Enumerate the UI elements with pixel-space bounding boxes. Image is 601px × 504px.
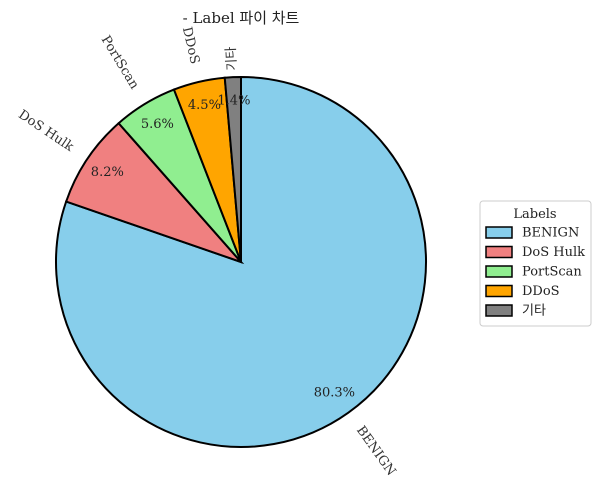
chart-title: - Label 파이 차트 [183, 9, 300, 27]
legend-label-benign: BENIGN [522, 226, 579, 241]
legend-label-portscan: PortScan [522, 265, 582, 280]
legend-swatch-portscan [485, 265, 513, 278]
legend-swatch-other [485, 304, 513, 317]
legend-swatch-ddos [485, 284, 513, 298]
category-label-other: 기타 [224, 46, 240, 71]
legend-swatch-dos-hulk [485, 245, 513, 259]
category-label-portscan: PortScan [98, 33, 142, 92]
legend-label-ddos: DDoS [522, 284, 560, 299]
legend-label-other: 기타 [522, 304, 546, 319]
category-label-ddos: DDoS [179, 26, 202, 66]
pie-slice-dos-hulk [64, 121, 245, 265]
category-label-dos-hulk: DoS Hulk [15, 107, 76, 155]
legend-title: Labels [513, 207, 556, 222]
legend-label-dos-hulk: DoS Hulk [522, 245, 585, 260]
percent-label-other: 1.4% [217, 94, 250, 109]
category-label-benign: BENIGN [353, 423, 398, 478]
percent-label-portscan: 5.6% [141, 117, 174, 132]
percent-label-dos-hulk: 8.2% [91, 165, 124, 180]
percent-label-ddos: 4.5% [188, 98, 221, 113]
percent-label-benign: 80.3% [314, 386, 355, 401]
pie-slice-other [223, 75, 242, 263]
legend: Labels BENIGN DoS Hulk PortScan DDoS 기타 [479, 200, 592, 327]
legend-swatch-benign [485, 226, 513, 239]
